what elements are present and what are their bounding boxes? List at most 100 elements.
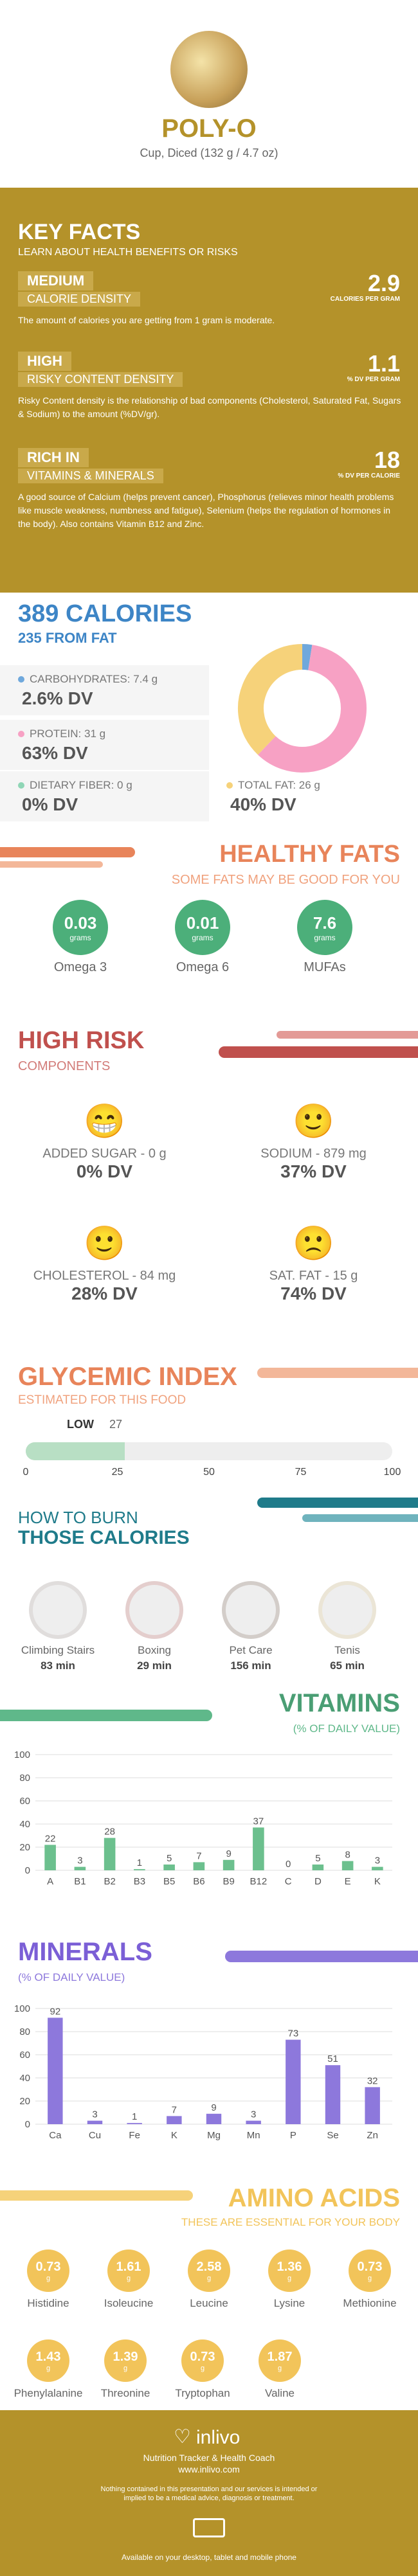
bar-value-label: 3 <box>77 1856 82 1866</box>
bar <box>167 2116 182 2124</box>
key-fact-level: RICH IN <box>18 448 89 467</box>
vitamins-section: VITAMINS (% OF DAILY VALUE) 0 20 40 60 80 100… <box>0 1677 418 1922</box>
amino-value: 2.58 <box>196 2259 222 2274</box>
fat-name: Omega 3 <box>53 960 107 974</box>
healthy-fats-section: HEALTHY FATS SOME FATS MAY BE GOOD FOR Y… <box>0 836 418 1015</box>
amino-name: Isoleucine <box>104 2297 154 2309</box>
bar <box>206 2113 222 2124</box>
y-tick-label: 0 <box>25 2119 30 2130</box>
amino-deco <box>0 2190 193 2201</box>
bar <box>223 1859 235 1870</box>
vitamins-title: VITAMINS <box>278 1689 400 1717</box>
macro-dv: 63% DV <box>22 743 88 763</box>
bar-value-label: 9 <box>226 1848 231 1859</box>
amino-name: Tryptophan <box>175 2387 230 2399</box>
glycemic-fill <box>26 1442 125 1460</box>
amino-item: 0.73 g Tryptophan <box>164 2339 241 2400</box>
amino-circle: 1.43 g <box>27 2339 69 2382</box>
key-fact-label: RISKY CONTENT DENSITY <box>18 372 183 387</box>
fat-unit: grams <box>314 933 336 942</box>
amino-name: Valine <box>265 2387 295 2399</box>
face-icon: 🙂 <box>293 1103 334 1140</box>
bar-value-label: 3 <box>92 2109 97 2120</box>
fat-unit: grams <box>192 933 214 942</box>
footer-tagline: Nutrition Tracker & Health Coach <box>143 2453 275 2463</box>
face-icon: 🙁 <box>293 1225 334 1262</box>
glycemic-tick: 75 <box>295 1467 307 1478</box>
bar-value-label: 3 <box>251 2109 256 2120</box>
bar <box>193 1862 205 1870</box>
activity-name: Tenis <box>334 1644 360 1656</box>
amino-circle: 0.73 g <box>27 2250 69 2292</box>
macro-row-bg <box>0 665 209 715</box>
burn-title-2: THOSE CALORIES <box>18 1527 190 1548</box>
healthy-fats-deco-2 <box>0 861 103 868</box>
calories-from-fat: 235 FROM FAT <box>18 630 117 646</box>
x-tick-label: D <box>314 1876 322 1887</box>
activity-time: 156 min <box>230 1659 271 1672</box>
footer: ♡ inlivo Nutrition Tracker & Health Coac… <box>0 2410 418 2576</box>
minerals-subtitle: (% OF DAILY VALUE) <box>18 1971 125 1983</box>
amino-value: 1.39 <box>113 2349 138 2364</box>
amino-subtitle: THESE ARE ESSENTIAL FOR YOUR BODY <box>181 2216 400 2228</box>
bar <box>286 2039 301 2124</box>
key-facts-section: KEY FACTS LEARN ABOUT HEALTH BENEFITS OR… <box>0 188 418 593</box>
activity-time: 83 min <box>41 1659 75 1672</box>
key-fact-value: 1.1 <box>367 350 400 377</box>
amino-unit: g <box>46 2364 51 2372</box>
x-tick-label: B12 <box>250 1876 268 1887</box>
y-tick-label: 60 <box>19 1796 30 1807</box>
activity-icon <box>125 1581 183 1639</box>
donut-slice <box>258 645 367 773</box>
bar <box>246 2120 261 2124</box>
amino-name: Histidine <box>27 2297 69 2309</box>
key-fact-label: CALORIE DENSITY <box>18 292 141 307</box>
key-fact-text: A good source of Calcium (helps prevent … <box>18 492 394 529</box>
burn-deco <box>257 1498 418 1508</box>
footer-url[interactable]: www.inlivo.com <box>178 2464 240 2474</box>
glycemic-deco <box>257 1368 418 1378</box>
y-tick-label: 60 <box>19 2050 30 2061</box>
amino-name: Lysine <box>273 2297 305 2309</box>
macro-label: PROTEIN: 31 g <box>30 728 106 740</box>
y-tick-label: 80 <box>19 2026 30 2037</box>
bar-value-label: 9 <box>211 2102 216 2113</box>
bar <box>127 2123 142 2124</box>
food-image <box>170 31 248 108</box>
risk-item: 🙂 CHOLESTEROL - 84 mg 28% DV <box>0 1221 209 1304</box>
bar-value-label: 51 <box>327 2053 338 2064</box>
bar-value-label: 92 <box>50 2006 60 2017</box>
macro-dot-icon <box>226 782 233 789</box>
y-tick-label: 40 <box>19 2073 30 2084</box>
burn-deco-2 <box>302 1514 418 1522</box>
key-fact-unit: CALORIES PER GRAM <box>330 296 400 303</box>
footer-brand: inlivo <box>196 2427 241 2448</box>
fat-circle: 0.01 grams <box>175 900 230 955</box>
minerals-title: MINERALS <box>18 1938 152 1966</box>
amino-value: 0.73 <box>357 2259 383 2274</box>
fat-value: 7.6 <box>313 913 337 933</box>
high-risk-title: HIGH RISK <box>18 1027 145 1054</box>
heart-icon: ♡ <box>174 2426 191 2447</box>
glycemic-subtitle: ESTIMATED FOR THIS FOOD <box>18 1393 186 1407</box>
activity-icon <box>318 1581 376 1639</box>
bar-value-label: 73 <box>287 2028 298 2039</box>
amino-unit: g <box>287 2274 292 2282</box>
glycemic-tick: 0 <box>23 1467 29 1478</box>
amino-circle: 0.73 g <box>349 2250 391 2292</box>
glycemic-title: GLYCEMIC INDEX <box>18 1363 237 1391</box>
fat-value: 0.03 <box>64 913 97 933</box>
healthy-fats-subtitle: SOME FATS MAY BE GOOD FOR YOU <box>171 873 400 887</box>
fat-unit: grams <box>69 933 91 942</box>
y-tick-label: 100 <box>14 1749 30 1760</box>
glycemic-value: 27 <box>109 1418 123 1431</box>
amino-item: 0.73 g Histidine <box>10 2250 87 2310</box>
x-tick-label: Cu <box>89 2130 101 2141</box>
healthy-fats-title: HEALTHY FATS <box>219 841 400 868</box>
activity-name: Boxing <box>138 1644 171 1656</box>
bar <box>48 2017 63 2124</box>
amino-value: 1.43 <box>35 2349 61 2364</box>
amino-circle: 1.36 g <box>268 2250 311 2292</box>
x-tick-label: Mn <box>247 2130 260 2141</box>
amino-unit: g <box>126 2274 131 2282</box>
